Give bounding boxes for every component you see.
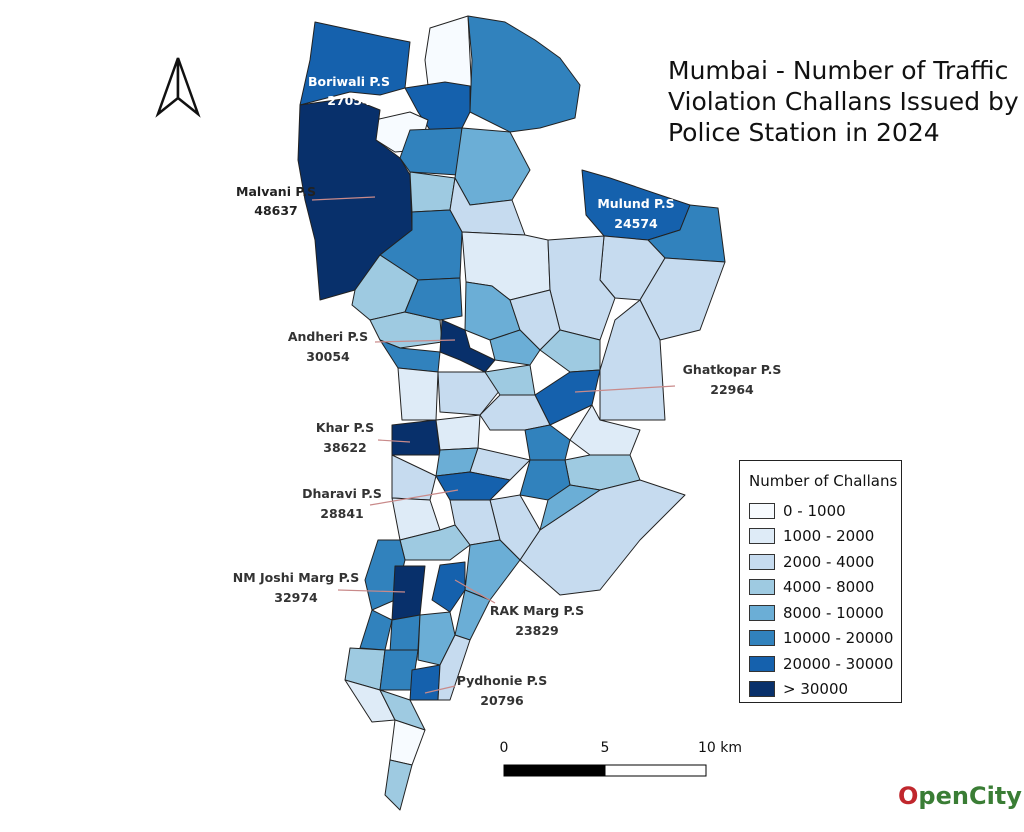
label-nmjoshi-name: NM Joshi Marg P.S bbox=[233, 570, 359, 585]
region-pydhonie bbox=[409, 664, 441, 701]
legend-label: 10000 - 20000 bbox=[783, 629, 894, 648]
label-rak-name: RAK Marg P.S bbox=[490, 603, 584, 618]
region-khar bbox=[391, 419, 441, 456]
scale-tick-10: 10 km bbox=[698, 740, 742, 756]
label-pydhonie-value: 20796 bbox=[480, 693, 524, 708]
map-title-line-3: Police Station in 2024 bbox=[668, 118, 940, 147]
scale-tick-0: 0 bbox=[500, 740, 509, 756]
scale-bar: 0 5 10 km bbox=[500, 740, 742, 777]
region-mahakali bbox=[489, 329, 541, 366]
legend-label: 8000 - 10000 bbox=[783, 603, 884, 622]
legend-swatch bbox=[749, 681, 775, 698]
north-arrow-icon bbox=[155, 57, 201, 118]
scale-bar-white-segment bbox=[604, 764, 707, 777]
label-malvani-name: Malvani P.S bbox=[236, 184, 316, 199]
legend-label: 4000 - 8000 bbox=[783, 578, 875, 597]
label-ghatkopar-value: 22964 bbox=[710, 382, 754, 397]
region-dn-nagar bbox=[379, 339, 441, 373]
legend-swatch bbox=[749, 502, 775, 519]
scale-bar-black-segment bbox=[503, 764, 606, 777]
region-kanjurmarg bbox=[639, 257, 726, 341]
legend-label: 20000 - 30000 bbox=[783, 654, 894, 673]
region-rak-marg bbox=[431, 561, 466, 613]
region-kandivali-east bbox=[454, 127, 531, 206]
leader-ghatkopar bbox=[574, 385, 676, 393]
legend-label: 2000 - 4000 bbox=[783, 552, 875, 571]
label-andheri-name: Andheri P.S bbox=[288, 329, 368, 344]
label-nmjoshi-value: 32974 bbox=[274, 590, 318, 605]
region-dongri bbox=[437, 634, 471, 701]
label-pydhonie-name: Pydhonie P.S bbox=[457, 673, 548, 688]
leader-malvani bbox=[311, 196, 376, 201]
station-labels: Boriwali P.S 27054 Malvani P.S 48637 Mul… bbox=[233, 74, 782, 708]
label-khar-value: 38622 bbox=[323, 440, 367, 455]
opencity-logo: OpenCity bbox=[898, 782, 1022, 810]
leader-dharavi bbox=[369, 489, 459, 506]
legend-swatch bbox=[749, 553, 775, 570]
region-charkop bbox=[409, 171, 456, 213]
leader-khar bbox=[377, 439, 411, 443]
region-juhu bbox=[397, 367, 439, 421]
legend-label: 1000 - 2000 bbox=[783, 527, 875, 546]
leader-pydhonie bbox=[424, 685, 456, 694]
legend-swatch bbox=[749, 655, 775, 672]
legend-item: 10000 - 20000 bbox=[749, 626, 894, 652]
label-mulund-name: Mulund P.S bbox=[597, 196, 674, 211]
legend-swatch bbox=[749, 630, 775, 647]
legend-item: 1000 - 2000 bbox=[749, 524, 892, 550]
label-rak-value: 23829 bbox=[515, 623, 559, 638]
label-borivali-value: 27054 bbox=[327, 93, 371, 108]
leader-andheri bbox=[374, 339, 456, 343]
region-oshiwara-2 bbox=[404, 277, 463, 321]
logo-first-letter: O bbox=[898, 782, 919, 810]
region-saki-naka bbox=[539, 329, 601, 373]
label-leader-lines bbox=[311, 196, 676, 694]
region-tardeo bbox=[359, 609, 393, 651]
label-andheri-value: 30054 bbox=[306, 349, 350, 364]
legend-item: 2000 - 4000 bbox=[749, 549, 892, 575]
legend-item: 4000 - 8000 bbox=[749, 575, 892, 601]
label-mulund-value: 24574 bbox=[614, 216, 658, 231]
region-wadala bbox=[464, 539, 521, 601]
legend-item: 0 - 1000 bbox=[749, 498, 892, 524]
leader-rak bbox=[454, 579, 496, 604]
map-title-line-2: Violation Challans Issued by bbox=[668, 87, 1019, 116]
legend-item: 8000 - 10000 bbox=[749, 600, 892, 626]
legend-label: 0 - 1000 bbox=[783, 501, 846, 520]
region-colaba-south bbox=[384, 759, 413, 811]
legend-label: > 30000 bbox=[783, 680, 849, 699]
region-nm-joshi bbox=[391, 565, 426, 621]
legend: Number of Challans 0 - 1000 1000 - 2000 … bbox=[739, 460, 902, 703]
region-andheri bbox=[439, 319, 496, 373]
map-title: Mumbai - Number of Traffic Violation Cha… bbox=[668, 55, 1019, 148]
police-station-regions bbox=[297, 15, 726, 811]
legend-item: > 30000 bbox=[749, 677, 892, 703]
region-agripada bbox=[389, 614, 421, 653]
scale-tick-5: 5 bbox=[601, 740, 610, 756]
legend-swatch bbox=[749, 579, 775, 596]
legend-title: Number of Challans bbox=[749, 472, 898, 490]
region-bandra bbox=[391, 454, 437, 501]
region-santacruz bbox=[435, 414, 481, 451]
map-title-line-1: Mumbai - Number of Traffic bbox=[668, 56, 1009, 85]
label-ghatkopar-name: Ghatkopar P.S bbox=[683, 362, 782, 377]
region-kurla bbox=[524, 424, 571, 461]
region-vile-parle bbox=[437, 371, 501, 416]
label-dharavi-value: 28841 bbox=[320, 506, 364, 521]
region-borivali bbox=[299, 21, 411, 106]
label-khar-name: Khar P.S bbox=[316, 420, 374, 435]
region-north-east bbox=[467, 15, 581, 133]
legend-swatch bbox=[749, 604, 775, 621]
region-dharavi bbox=[435, 471, 511, 501]
label-borivali-name: Boriwali P.S bbox=[308, 74, 390, 89]
label-dharavi-name: Dharavi P.S bbox=[302, 486, 382, 501]
label-malvani-value: 48637 bbox=[254, 203, 298, 218]
leader-nmjoshi bbox=[337, 589, 406, 593]
legend-swatch bbox=[749, 528, 775, 545]
region-magathane bbox=[404, 81, 471, 131]
region-kandivali bbox=[399, 127, 463, 176]
legend-item: 20000 - 30000 bbox=[749, 651, 894, 677]
logo-rest: penCity bbox=[918, 782, 1022, 810]
